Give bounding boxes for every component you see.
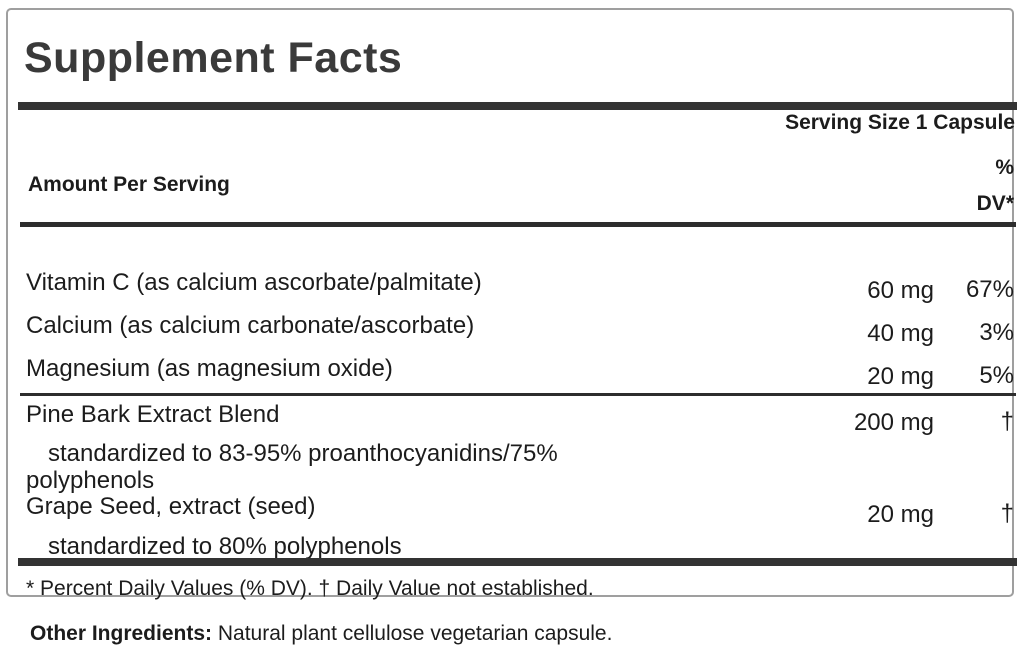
percent-dv-header: % DV* [8, 157, 1014, 214]
amount-per-serving-header: Amount Per Serving [28, 173, 230, 196]
nutrient-amount: 20 mg [867, 363, 934, 390]
nutrient-row-calcium: Calcium (as calcium carbonate/ascorbate)… [26, 312, 1014, 347]
nutrient-row-vitamin-c: Vitamin C (as calcium ascorbate/palmitat… [26, 269, 1014, 304]
nutrient-name: Pine Bark Extract Blend [26, 401, 280, 428]
nutrient-amount: 20 mg [867, 501, 934, 528]
nutrient-amount: 60 mg [867, 277, 934, 304]
supplement-facts-title: Supplement Facts [24, 34, 403, 82]
nutrient-dv: † [1000, 408, 1014, 435]
sub-ingredient-line: standardized to 80% polyphenols [48, 533, 402, 560]
daily-value-footnote: * Percent Daily Values (% DV). † Daily V… [26, 577, 594, 600]
nutrient-amount: 40 mg [867, 320, 934, 347]
nutrient-row-grape-seed: Grape Seed, extract (seed) 20 mg † [26, 493, 1014, 528]
nutrient-dv: 5% [979, 362, 1014, 389]
nutrient-name: Vitamin C (as calcium ascorbate/palmitat… [26, 269, 482, 296]
nutrient-name: Magnesium (as magnesium oxide) [26, 355, 393, 382]
serving-size-text: Serving Size 1 Capsule [785, 111, 1015, 134]
nutrient-dv: 3% [979, 319, 1014, 346]
percent-dv-header-line2: DV* [976, 192, 1014, 215]
nutrient-name: Grape Seed, extract (seed) [26, 493, 316, 520]
nutrient-name: Calcium (as calcium carbonate/ascorbate) [26, 312, 475, 339]
sub-ingredient-line: polyphenols [26, 467, 155, 494]
nutrient-amount: 200 mg [853, 409, 934, 436]
percent-dv-header-line1: % [995, 156, 1014, 179]
other-ingredients-text: Natural plant cellulose vegetarian capsu… [212, 622, 613, 645]
other-ingredients-label: Other Ingredients: [30, 622, 213, 645]
supplement-facts-panel: Supplement Facts Serving Size 1 Capsule … [6, 8, 1017, 600]
header-divider [20, 222, 1016, 227]
other-ingredients: Other Ingredients: Natural plant cellulo… [30, 622, 612, 646]
nutrient-row-pine-bark: Pine Bark Extract Blend 200 mg † [26, 401, 1014, 436]
nutrient-dv: 67% [965, 276, 1014, 303]
bottom-thick-bar [18, 558, 1017, 566]
top-thick-bar [18, 102, 1017, 110]
nutrient-dv: † [1000, 500, 1014, 527]
section-divider [20, 393, 1016, 396]
sub-ingredient-line: standardized to 83-95% proanthocyanidins… [48, 440, 558, 467]
nutrient-row-magnesium: Magnesium (as magnesium oxide) 20 mg 5% [26, 355, 1014, 390]
